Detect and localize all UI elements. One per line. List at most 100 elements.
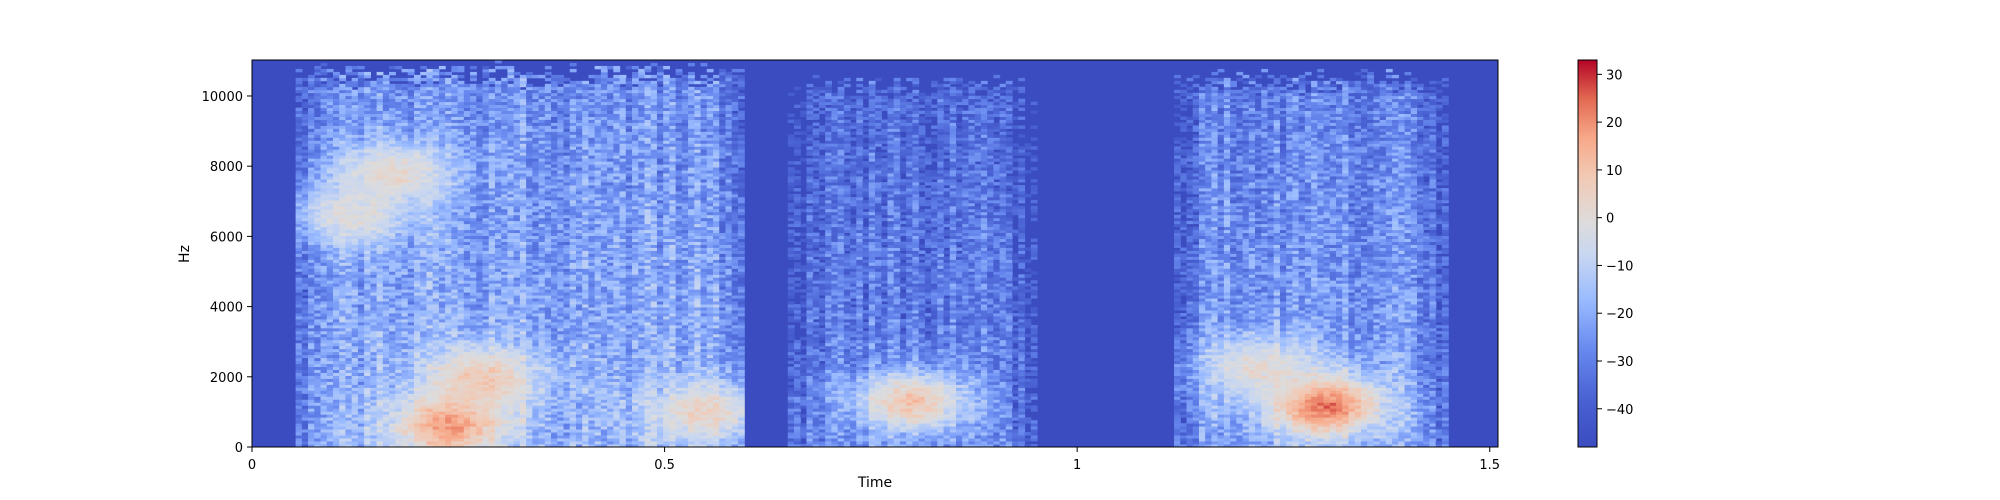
heatmap-cell — [301, 298, 309, 302]
heatmap-cell — [526, 336, 533, 341]
heatmap-cell — [407, 86, 415, 91]
heatmap-cell — [420, 223, 428, 228]
heatmap-cell — [395, 384, 403, 388]
heatmap-cell — [308, 205, 315, 210]
heatmap-cell — [339, 86, 347, 91]
heatmap-cell — [438, 304, 446, 308]
heatmap-cell — [470, 286, 477, 290]
heatmap-cell — [332, 432, 340, 436]
heatmap-cell — [494, 378, 502, 382]
heatmap-cell — [519, 229, 527, 234]
heatmap-cell — [357, 387, 365, 391]
heatmap-cell — [457, 381, 465, 385]
heatmap-cell — [451, 104, 459, 109]
heatmap-cell — [432, 321, 440, 326]
heatmap-cell — [513, 342, 521, 347]
heatmap-cell — [320, 405, 328, 409]
heatmap-cell — [413, 375, 421, 379]
heatmap-cell — [432, 107, 440, 112]
heatmap-cell — [382, 176, 390, 180]
heatmap-cell — [457, 110, 465, 114]
heatmap-cell — [339, 414, 347, 418]
heatmap-cell — [351, 417, 359, 421]
heatmap-cell — [332, 390, 340, 394]
heatmap-cell — [345, 241, 353, 245]
heatmap-cell — [370, 208, 378, 213]
heatmap-cell — [382, 417, 390, 421]
heatmap-cell — [538, 223, 546, 228]
heatmap-cell — [544, 444, 552, 447]
heatmap-cell — [407, 250, 415, 254]
heatmap-cell — [301, 426, 309, 430]
heatmap-cell — [295, 336, 303, 341]
heatmap-cell — [376, 158, 384, 162]
heatmap-cell — [370, 244, 378, 248]
heatmap-cell — [482, 298, 490, 302]
heatmap-cell — [314, 360, 322, 365]
heatmap-cell — [482, 360, 490, 365]
heatmap-cell — [308, 262, 315, 266]
heatmap-cell — [339, 432, 347, 436]
heatmap-cell — [364, 304, 371, 308]
heatmap-cell — [326, 357, 334, 362]
heatmap-cell — [320, 250, 328, 254]
heatmap-cell — [376, 396, 384, 400]
heatmap-cell — [420, 259, 428, 263]
heatmap-cell — [470, 208, 477, 213]
heatmap-cell — [463, 259, 471, 263]
heatmap-cell — [532, 339, 540, 344]
heatmap-cell — [407, 274, 415, 278]
heatmap-cell — [432, 113, 440, 117]
heatmap-cell — [526, 193, 533, 198]
heatmap-cell — [357, 381, 365, 385]
heatmap-cell — [395, 345, 403, 350]
heatmap-cell — [295, 176, 303, 180]
heatmap-cell — [494, 372, 502, 376]
heatmap-cell — [413, 313, 421, 317]
heatmap-cell — [538, 268, 546, 272]
heatmap-cell — [332, 435, 340, 439]
heatmap-cell — [401, 363, 409, 368]
heatmap-cell — [401, 429, 409, 433]
heatmap-cell — [308, 170, 315, 174]
heatmap-cell — [376, 164, 384, 168]
heatmap-cell — [432, 155, 440, 159]
heatmap-cell — [345, 307, 353, 311]
heatmap-cell — [370, 125, 378, 129]
heatmap-cell — [445, 235, 452, 240]
heatmap-cell — [494, 199, 502, 204]
heatmap-cell — [532, 396, 540, 400]
heatmap-cell — [301, 217, 309, 222]
heatmap-cell — [445, 280, 452, 284]
heatmap-cell — [426, 113, 434, 117]
heatmap-cell — [482, 420, 490, 424]
heatmap-cell — [320, 286, 328, 290]
heatmap-cell — [457, 384, 465, 388]
heatmap-cell — [364, 342, 371, 347]
heatmap-cell — [351, 80, 359, 85]
heatmap-cell — [494, 232, 502, 237]
heatmap-cell — [451, 420, 459, 424]
heatmap-cell — [451, 173, 459, 177]
heatmap-cell — [501, 429, 509, 433]
heatmap-cell — [463, 316, 471, 320]
heatmap-cell — [295, 217, 303, 222]
heatmap-cell — [457, 321, 465, 326]
heatmap-cell — [507, 173, 515, 177]
heatmap-cell — [519, 107, 527, 112]
heatmap-cell — [314, 196, 322, 201]
heatmap-cell — [395, 161, 403, 165]
heatmap-cell — [432, 131, 440, 135]
heatmap-cell — [320, 199, 328, 204]
heatmap-cell — [401, 101, 409, 106]
heatmap-cell — [426, 396, 434, 400]
heatmap-cell — [301, 313, 309, 317]
heatmap-cell — [526, 83, 533, 88]
heatmap-cell — [457, 369, 465, 373]
heatmap-cell — [538, 399, 546, 403]
heatmap-cell — [494, 238, 502, 242]
heatmap-cell — [345, 113, 353, 117]
heatmap-cell — [470, 220, 477, 225]
heatmap-cell — [538, 173, 546, 177]
heatmap-cell — [351, 256, 359, 260]
